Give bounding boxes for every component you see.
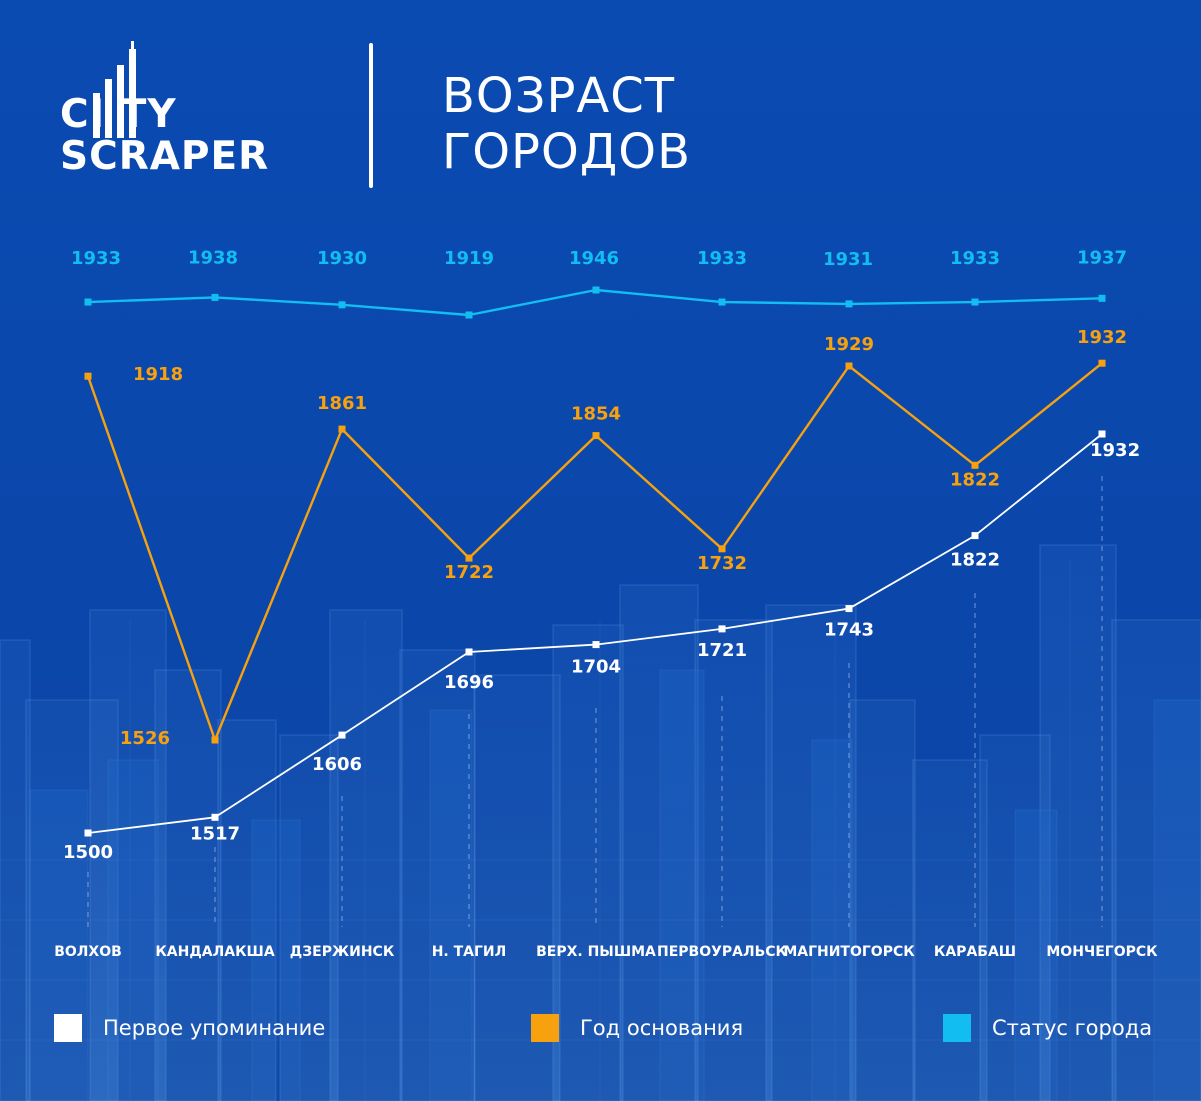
series-line-0 xyxy=(87,433,1103,834)
data-point xyxy=(845,605,853,613)
legend-swatch-foundation xyxy=(531,1014,559,1042)
data-point xyxy=(1098,294,1106,302)
data-label: 1931 xyxy=(823,249,873,270)
category-label: МАГНИТОГОРСК xyxy=(783,944,915,960)
category-label: КАНДАЛАКША xyxy=(155,944,275,960)
data-point xyxy=(211,813,219,821)
data-label: 1722 xyxy=(444,562,494,583)
data-point xyxy=(211,293,219,301)
data-point xyxy=(971,461,979,469)
data-label: 1526 xyxy=(120,728,170,749)
data-label: 1696 xyxy=(444,672,494,693)
data-label: 1721 xyxy=(697,640,747,661)
data-label: 1932 xyxy=(1090,440,1140,461)
logo-building-bars-icon xyxy=(93,41,136,138)
data-label: 1933 xyxy=(71,248,121,269)
data-point xyxy=(592,641,600,649)
legend-swatch-first-mention xyxy=(54,1014,82,1042)
data-point xyxy=(1098,430,1106,438)
legend-item-first-mention: Первое упоминание xyxy=(54,1008,325,1048)
data-point xyxy=(338,301,346,309)
logo-line-2: SCRAPER xyxy=(60,134,270,179)
data-label: 1861 xyxy=(317,393,367,414)
data-label: 1933 xyxy=(697,248,747,269)
data-point xyxy=(338,425,346,433)
data-label: 1854 xyxy=(571,404,621,425)
data-point xyxy=(465,311,473,319)
data-label: 1918 xyxy=(133,364,183,385)
category-label: ДЗЕРЖИНСК xyxy=(290,944,395,960)
data-label: 1822 xyxy=(950,469,1000,490)
data-point xyxy=(1098,359,1106,367)
data-label: 1732 xyxy=(697,553,747,574)
data-label: 1822 xyxy=(950,550,1000,571)
category-label: МОНЧЕГОРСК xyxy=(1046,944,1158,960)
data-point xyxy=(465,554,473,562)
data-point xyxy=(84,372,92,380)
data-point xyxy=(718,298,726,306)
data-label: 1919 xyxy=(444,248,494,269)
data-point xyxy=(718,545,726,553)
legend-swatch-city-status xyxy=(943,1014,971,1042)
data-label: 1946 xyxy=(569,248,619,269)
data-label: 1704 xyxy=(571,657,621,678)
data-point xyxy=(465,648,473,656)
legend-label-first-mention: Первое упоминание xyxy=(103,1016,326,1040)
page-title: ВОЗРАСТ ГОРОДОВ xyxy=(442,68,862,180)
data-point xyxy=(592,286,600,294)
data-label: 1743 xyxy=(824,620,874,641)
data-label: 1933 xyxy=(950,248,1000,269)
data-label: 1932 xyxy=(1077,327,1127,348)
data-label: 1937 xyxy=(1077,247,1127,268)
page-title-line-2: ГОРОДОВ xyxy=(442,124,691,180)
legend-label-foundation: Год основания xyxy=(580,1016,744,1040)
category-label: ВОЛХОВ xyxy=(54,944,122,960)
data-point xyxy=(211,736,219,744)
data-point xyxy=(845,300,853,308)
data-point xyxy=(338,731,346,739)
legend-item-foundation: Год основания xyxy=(531,1008,743,1048)
series-line-2 xyxy=(86,288,1104,317)
city-scraper-logo: CI TY SCRAPER xyxy=(60,38,320,188)
data-label: 1517 xyxy=(190,823,240,844)
data-label: 1938 xyxy=(188,247,238,268)
data-point xyxy=(84,829,92,837)
category-label: Н. ТАГИЛ xyxy=(432,944,507,960)
category-label: ПЕРВОУРАЛЬСК xyxy=(657,944,788,960)
title-divider xyxy=(369,43,373,188)
legend-label-city-status: Статус города xyxy=(992,1016,1153,1040)
data-point xyxy=(971,532,979,540)
data-point xyxy=(845,362,853,370)
data-point xyxy=(971,298,979,306)
data-point xyxy=(718,625,726,633)
data-point xyxy=(592,432,600,440)
data-label: 1500 xyxy=(63,842,113,863)
chart-legend: Первое упоминание Год основания Статус г… xyxy=(0,1008,1201,1048)
data-label: 1930 xyxy=(317,248,367,269)
legend-item-city-status: Статус города xyxy=(943,1008,1152,1048)
data-label: 1929 xyxy=(824,334,874,355)
category-label: КАРАБАШ xyxy=(934,944,1016,960)
data-label: 1606 xyxy=(312,754,362,775)
page-title-line-1: ВОЗРАСТ xyxy=(442,68,676,124)
data-point xyxy=(84,298,92,306)
logo-line-1: CI TY xyxy=(60,92,177,137)
category-label: ВЕРХ. ПЫШМА xyxy=(536,944,656,960)
